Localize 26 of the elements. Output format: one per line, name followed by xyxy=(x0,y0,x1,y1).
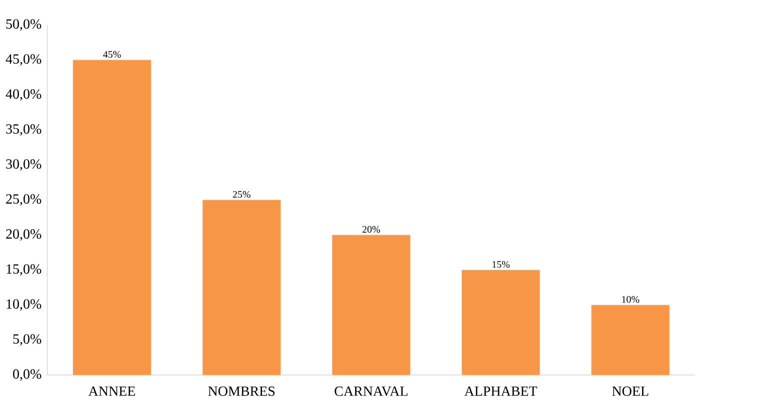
y-tick-label: 30,0% xyxy=(6,159,42,171)
x-tick-label: ALPHABET xyxy=(464,386,538,396)
y-tick-label: 35,0% xyxy=(6,124,42,136)
y-tick-label: 5,0% xyxy=(13,334,42,346)
bar xyxy=(332,234,410,376)
bar xyxy=(202,200,281,376)
y-tick-label: 15,0% xyxy=(6,264,42,276)
x-tick-label: NOEL xyxy=(612,386,648,396)
y-tick-label: 20,0% xyxy=(6,229,42,241)
bar xyxy=(462,270,540,376)
bar xyxy=(591,304,670,376)
data-label: 25% xyxy=(232,191,250,198)
data-label: 10% xyxy=(622,296,640,303)
data-label: 20% xyxy=(362,226,380,233)
x-tick-label: ANNEE xyxy=(88,386,136,396)
y-tick-label: 45,0% xyxy=(6,54,42,66)
bar xyxy=(72,60,152,376)
y-tick-label: 0,0% xyxy=(13,369,42,381)
x-tick-label: NOMBRES xyxy=(208,386,275,396)
data-label: 45% xyxy=(103,51,121,58)
data-label: 15% xyxy=(492,261,510,268)
y-tick-label: 25,0% xyxy=(6,194,42,206)
y-tick-label: 40,0% xyxy=(6,89,42,101)
y-tick-label: 10,0% xyxy=(6,299,42,311)
x-tick-label: CARNAVAL xyxy=(334,386,408,396)
y-tick-label: 50,0% xyxy=(6,19,42,31)
